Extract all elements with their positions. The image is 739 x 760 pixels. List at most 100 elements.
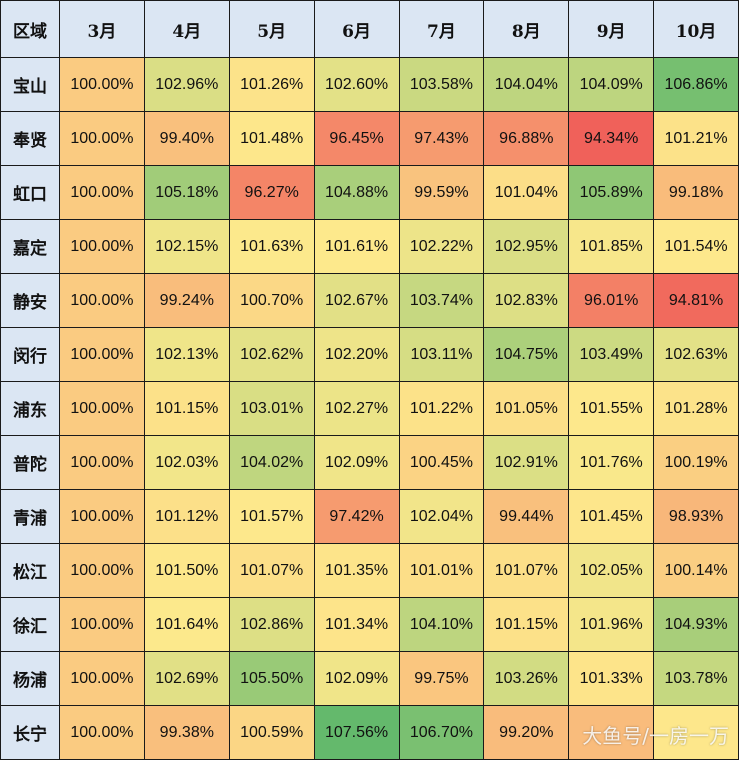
table-row: 静安 100.00% 99.24% 100.70% 102.67% 103.74% 102.… [0,273,739,328]
heatmap-cell: 99.59% [398,165,485,220]
heatmap-cell: 102.60% [313,57,400,112]
heatmap-cell: 100.14% [653,543,739,598]
table-row: 闵行 100.00% 102.13% 102.62% 102.20% 103.11% 104… [0,327,739,382]
heatmap-cell: 100.00% [59,381,145,436]
row-header: 嘉定 [0,219,60,274]
heatmap-cell: 96.01% [568,273,655,328]
heatmap-cell: 103.74% [398,273,485,328]
heatmap-cell: 106.86% [653,57,739,112]
heatmap-cell: 101.76% [568,435,655,490]
heatmap-cell [653,705,739,760]
heatmap-cell: 102.22% [398,219,485,274]
heatmap-cell: 101.85% [568,219,655,274]
heatmap-cell: 100.00% [59,219,145,274]
heatmap-cell: 101.48% [228,111,315,166]
column-header: 8月 [483,0,570,58]
heatmap-cell: 101.26% [228,57,315,112]
heatmap-cell: 106.70% [398,705,485,760]
row-header: 松江 [0,543,60,598]
heatmap-cell: 99.18% [653,165,739,220]
heatmap-cell: 100.00% [59,597,145,652]
row-header: 长宁 [0,705,60,760]
heatmap-cell: 105.50% [228,651,315,706]
heatmap-cell: 101.05% [483,381,570,436]
heatmap-cell: 102.04% [398,489,485,544]
table-row: 普陀 100.00% 102.03% 104.02% 102.09% 100.45% 102… [0,435,739,490]
row-header: 普陀 [0,435,60,490]
heatmap-cell: 101.33% [568,651,655,706]
table-row: 长宁 100.00% 99.38% 100.59% 107.56% 106.70% 99.2… [0,705,739,760]
heatmap-cell: 102.67% [313,273,400,328]
table-row: 徐汇 100.00% 101.64% 102.86% 101.34% 104.10% 101… [0,597,739,652]
heatmap-cell: 103.26% [483,651,570,706]
row-header: 奉贤 [0,111,60,166]
heatmap-cell: 103.58% [398,57,485,112]
heatmap-cell: 101.07% [483,543,570,598]
heatmap-cell: 102.96% [143,57,230,112]
heatmap-cell: 97.43% [398,111,485,166]
column-header: 5月 [228,0,315,58]
heatmap-cell: 94.81% [653,273,739,328]
row-header: 浦东 [0,381,60,436]
heatmap-cell: 102.91% [483,435,570,490]
table-body: 宝山 100.00% 102.96% 101.26% 102.60% 103.58% 104… [0,57,739,760]
heatmap-cell: 101.15% [483,597,570,652]
heatmap-cell: 105.18% [143,165,230,220]
heatmap-cell: 103.49% [568,327,655,382]
table-row: 青浦 100.00% 101.12% 101.57% 97.42% 102.04% 99.4… [0,489,739,544]
table-row: 嘉定 100.00% 102.15% 101.63% 101.61% 102.22% 102… [0,219,739,274]
row-header: 杨浦 [0,651,60,706]
row-header: 青浦 [0,489,60,544]
heatmap-cell: 97.42% [313,489,400,544]
heatmap-cell: 101.01% [398,543,485,598]
column-header: 4月 [143,0,230,58]
heatmap-cell: 102.62% [228,327,315,382]
column-header: 3月 [59,0,145,58]
heatmap-cell: 102.09% [313,435,400,490]
heatmap-cell: 100.00% [59,435,145,490]
table-row: 松江 100.00% 101.50% 101.07% 101.35% 101.01% 101… [0,543,739,598]
heatmap-cell: 102.27% [313,381,400,436]
heatmap-cell: 96.27% [228,165,315,220]
heatmap-cell: 104.04% [483,57,570,112]
heatmap-cell: 104.02% [228,435,315,490]
heatmap-cell: 104.93% [653,597,739,652]
heatmap-cell: 94.34% [568,111,655,166]
heatmap-cell: 102.13% [143,327,230,382]
heatmap-cell: 101.12% [143,489,230,544]
heatmap-cell: 101.96% [568,597,655,652]
heatmap-cell: 104.75% [483,327,570,382]
heatmap-cell: 102.09% [313,651,400,706]
heatmap-cell: 101.64% [143,597,230,652]
heatmap-cell: 102.83% [483,273,570,328]
heatmap-cell: 101.21% [653,111,739,166]
row-header: 闵行 [0,327,60,382]
heatmap-cell: 101.07% [228,543,315,598]
heatmap-cell: 100.00% [59,165,145,220]
corner-header: 区域 [0,0,60,58]
heatmap-cell: 101.63% [228,219,315,274]
heatmap-cell: 96.88% [483,111,570,166]
heatmap-cell: 100.00% [59,543,145,598]
heatmap-cell: 103.11% [398,327,485,382]
heatmap-cell: 100.00% [59,705,145,760]
heatmap-cell: 101.54% [653,219,739,274]
heatmap-cell: 100.19% [653,435,739,490]
row-header: 虹口 [0,165,60,220]
heatmap-cell: 102.15% [143,219,230,274]
heatmap-cell: 99.38% [143,705,230,760]
heatmap-cell: 101.15% [143,381,230,436]
heatmap-cell: 100.00% [59,273,145,328]
heatmap-cell [568,705,655,760]
heatmap-cell: 100.00% [59,327,145,382]
heatmap-cell: 104.09% [568,57,655,112]
heatmap-cell: 101.61% [313,219,400,274]
heatmap-cell: 99.44% [483,489,570,544]
heatmap-cell: 101.28% [653,381,739,436]
heatmap-cell: 100.59% [228,705,315,760]
heatmap-cell: 107.56% [313,705,400,760]
column-header: 9月 [568,0,655,58]
heatmap-cell: 100.00% [59,111,145,166]
table-row: 杨浦 100.00% 102.69% 105.50% 102.09% 99.75% 103.… [0,651,739,706]
